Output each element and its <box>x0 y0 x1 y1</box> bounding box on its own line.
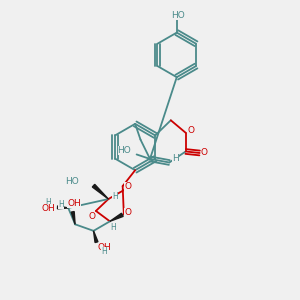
Text: HO: HO <box>65 177 79 186</box>
Text: H: H <box>101 247 107 256</box>
Text: O: O <box>124 208 131 217</box>
Text: H: H <box>45 197 51 206</box>
Polygon shape <box>110 213 123 221</box>
Text: O: O <box>89 212 96 221</box>
Text: H: H <box>112 192 118 201</box>
Text: H: H <box>172 154 179 163</box>
Text: OH: OH <box>41 204 55 213</box>
Text: HO: HO <box>118 146 131 154</box>
Text: OH: OH <box>67 199 81 208</box>
Polygon shape <box>94 231 98 242</box>
Text: O: O <box>188 126 194 135</box>
Polygon shape <box>92 184 108 199</box>
Polygon shape <box>71 212 75 224</box>
Text: H: H <box>111 224 116 232</box>
Text: O: O <box>201 148 208 158</box>
Text: H: H <box>58 200 64 209</box>
Text: HO: HO <box>171 11 185 20</box>
Polygon shape <box>58 206 68 209</box>
Text: O: O <box>124 182 131 190</box>
Text: OH: OH <box>97 243 111 252</box>
